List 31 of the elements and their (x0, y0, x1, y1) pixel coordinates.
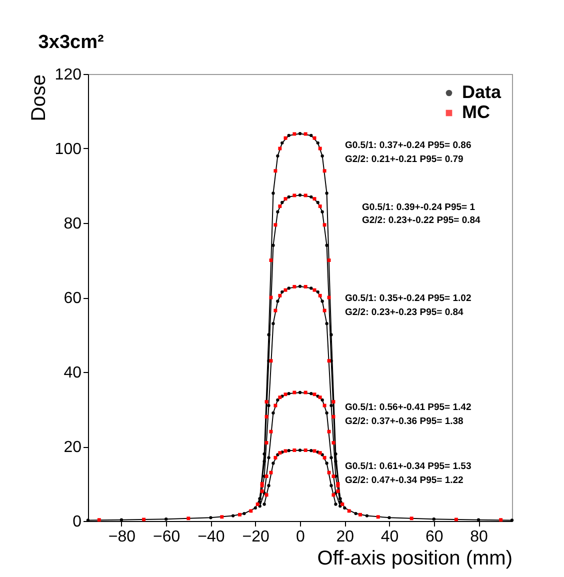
x-tick-label: 60 (425, 528, 444, 546)
x-tick-label: 40 (380, 528, 399, 546)
annotation: G2/2: 0.23+-0.22 P95= 0.84 (362, 215, 482, 226)
y-tick-label: 40 (64, 364, 82, 382)
annotation: G0.5/1: 0.39+-0.24 P95= 1 (362, 202, 476, 213)
y-axis-title: Dose (28, 74, 50, 122)
x-tick-label: 0 (296, 528, 306, 546)
x-tick-label: −20 (242, 528, 270, 546)
y-tick-label: 120 (54, 66, 82, 84)
x-tick-label: 20 (336, 528, 354, 546)
x-tick-label: −80 (108, 528, 136, 546)
legend-label: Data (462, 82, 502, 102)
x-tick-label: −40 (198, 528, 225, 546)
annotation: G2/2: 0.37+-0.36 P95= 1.38 (345, 416, 464, 427)
y-tick-label: 100 (54, 141, 82, 158)
x-tick-label: 80 (470, 528, 488, 546)
annotation: G2/2: 0.23+-0.23 P95= 0.84 (345, 307, 464, 318)
chart-title: 3x3cm² (38, 32, 104, 53)
annotation: G2/2: 0.47+-0.34 P95= 1.22 (345, 475, 464, 486)
x-axis-title: Off-axis position (mm) (317, 548, 512, 570)
annotation: G2/2: 0.21+-0.21 P95= 0.79 (345, 154, 464, 165)
y-tick-label: 0 (72, 514, 82, 530)
y-tick-label: 80 (64, 216, 82, 232)
y-tick-label: 20 (64, 439, 82, 456)
x-tick-label: −60 (153, 528, 180, 546)
annotation: G0.5/1: 0.37+-0.24 P95= 0.86 (345, 140, 472, 151)
annotation: G0.5/1: 0.61+-0.34 P95= 1.53 (345, 461, 472, 472)
annotation: G0.5/1: 0.35+-0.24 P95= 1.02 (345, 293, 472, 304)
legend-label: MC (462, 102, 490, 122)
y-tick-label: 60 (64, 290, 82, 307)
annotation: G0.5/1: 0.56+-0.41 P95= 1.42 (345, 402, 472, 413)
